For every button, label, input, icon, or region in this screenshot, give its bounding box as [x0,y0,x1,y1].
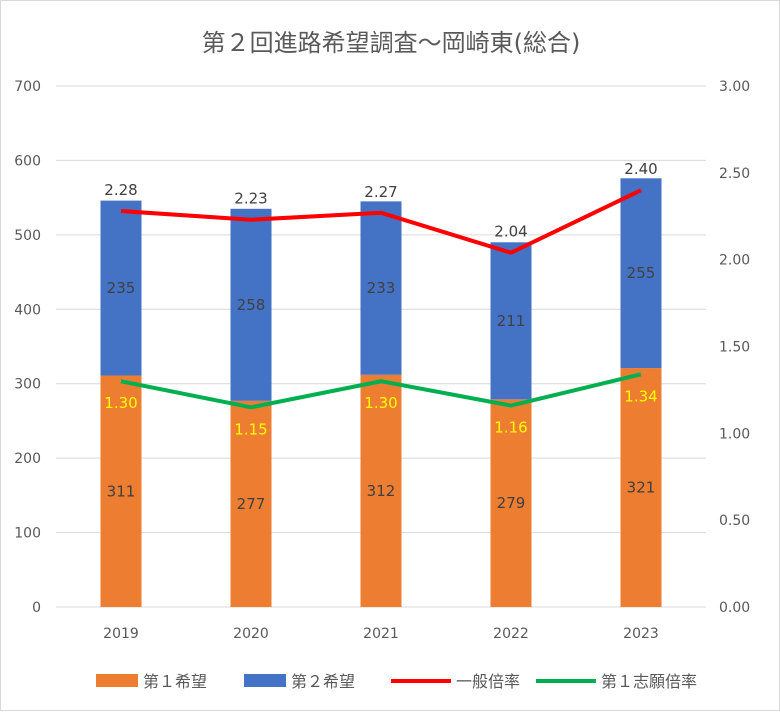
bar-data-label: 312 [367,482,396,500]
line-data-label: 2.28 [104,181,137,199]
bar [360,374,402,607]
bar-data-label: 321 [627,479,656,497]
bar-data-label: 235 [107,279,136,297]
y-tick-label: 100 [14,526,41,542]
legend-swatch [244,674,286,687]
bar [620,368,662,607]
legend-label: 第２希望 [291,672,355,691]
bar-data-label: 211 [497,312,526,330]
y2-tick-label: 2.00 [719,253,750,269]
line-data-label: 2.27 [364,183,397,201]
bar-data-label: 258 [237,296,266,314]
bar [230,400,272,607]
x-tick-label: 2022 [493,626,529,642]
y-tick-label: 500 [14,228,41,244]
chart-title: 第２回進路希望調査～岡崎東(総合) [202,29,581,57]
y-tick-label: 400 [14,302,41,318]
y-tick-label: 300 [14,377,41,393]
bar [490,399,532,607]
bar [230,208,272,401]
bar [360,201,402,375]
line-data-label: 1.30 [364,394,397,412]
bar-data-label: 255 [627,264,656,282]
line-data-label: 2.04 [494,223,527,241]
bar [490,242,532,400]
y-tick-label: 0 [32,600,41,616]
x-tick-label: 2019 [103,626,139,642]
bar [100,200,142,376]
bar-data-label: 277 [237,495,266,513]
line-data-label: 2.40 [624,160,657,178]
line-data-label: 1.34 [624,387,657,405]
y2-tick-label: 3.00 [719,79,750,95]
y-tick-label: 600 [14,153,41,169]
legend-label: 第１希望 [143,672,207,691]
legend-swatch [96,674,138,687]
series-line [120,188,642,255]
bar [100,375,142,607]
y2-tick-label: 1.00 [719,426,750,442]
line-data-label: 2.23 [234,190,267,208]
y2-tick-label: 0.00 [719,600,750,616]
y2-tick-label: 2.50 [719,166,750,182]
y-tick-label: 700 [14,79,41,95]
line-data-label: 1.15 [234,420,267,438]
bar-data-label: 233 [367,279,396,297]
x-tick-label: 2023 [623,626,659,642]
legend-label: 第１志願倍率 [601,672,697,691]
y-tick-label: 200 [14,451,41,467]
bar [620,178,662,369]
x-tick-label: 2020 [233,626,269,642]
series-line [120,372,642,410]
bar-data-label: 311 [107,482,136,500]
legend-label: 一般倍率 [456,672,520,691]
line-data-label: 1.30 [104,394,137,412]
bar-data-label: 279 [497,494,526,512]
x-tick-label: 2021 [363,626,399,642]
line-data-label: 1.16 [494,419,527,437]
y2-tick-label: 0.50 [719,513,750,529]
y2-tick-label: 1.50 [719,340,750,356]
